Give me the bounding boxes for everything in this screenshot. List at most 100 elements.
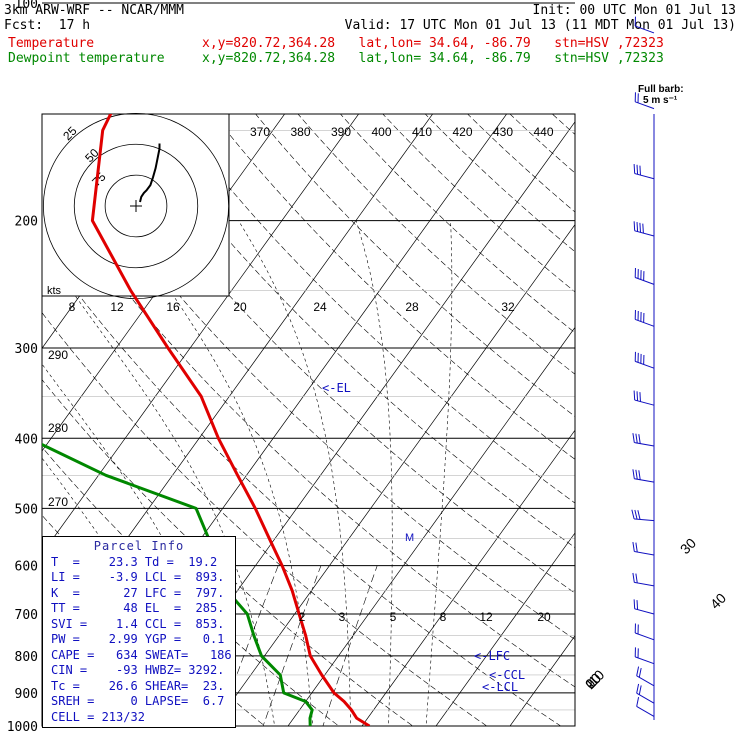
wind-barb-flag [637,648,639,658]
wind-barb-flag [634,509,638,520]
parcel-info-row: SVI = 1.4 CCL = 853. [51,616,225,631]
wind-barb [632,572,655,587]
wind-barb-flag [642,223,644,234]
dry-adiabat-line [42,312,488,726]
dry-adiabat-line [42,178,575,688]
wind-barb-flag [634,623,636,634]
wind-barb-flag [635,469,638,480]
wind-barb [634,16,655,34]
parcel-info-rows: T = 23.3 Td = 19.2 LI = -3.9 LCL = 893. K … [43,555,235,726]
wind-barb [633,599,655,615]
mixing-ratio-label: 20 [537,610,551,624]
wind-barb-flag [632,542,635,552]
dry-adiabat-line [42,245,562,726]
level-ccl-label: <-CCL [489,668,525,682]
wind-barb-flag [634,647,636,657]
wind-barb [636,666,655,687]
wind-barb-staff [634,442,655,447]
wind-barb [634,623,655,641]
wind-barb [633,221,655,237]
wind-barb-staff [635,318,655,327]
theta-e-label: 400 [371,125,391,139]
dry-adiabat-line [339,114,575,334]
wind-barb [633,390,655,406]
theta-e-label: 390 [331,125,351,139]
wind-barb-flag [635,433,638,444]
wind-barb-flag [635,542,638,553]
mixing-ratio-line [262,565,322,726]
parcel-info-row: TT = 48 EL = 285. [51,601,225,615]
temperature-axis-label: 20 [233,300,247,314]
dry-adiabat-line [43,114,575,640]
wind-barb-flag [632,433,635,443]
theta-e-label: 370 [250,125,270,139]
parcel-info-row: PW = 2.99 YGP = 0.1 [51,632,225,646]
wind-barb-staff [634,550,655,556]
wind-barb-flag [637,93,639,103]
wind-barb-flag [638,470,641,480]
pressure-label: 600 [15,560,38,575]
wind-barb [634,647,655,665]
wind-barb-flag [639,165,641,176]
wind-barb-flag [632,469,635,479]
mixing-ratio-label: 5 [390,610,397,624]
parcel-info-row: SREH = 0 LAPSE= 6.7 [51,694,225,708]
wind-barb-flag [643,313,645,323]
hodograph-trace [139,143,161,203]
parcel-info-row: K = 27 LFC = 797. [51,585,225,600]
wind-barb-staff [634,230,655,237]
wind-barb-flag [640,353,642,364]
wind-barb-staff [635,101,655,110]
wind-barb [632,433,655,447]
wind-barb-flag [643,271,645,281]
wind-barb-flag [637,310,639,321]
moist-adiabat-line [238,220,352,726]
wind-barb-flag [634,92,636,102]
pressure-label: 500 [15,502,38,517]
mixing-ratio-label: 8 [440,610,447,624]
wind-barb-staff [636,692,655,704]
wind-barb-flag [639,222,641,233]
moist-adiabat-line [120,220,314,726]
wind-barb-flag [633,164,636,174]
wind-barb [636,697,655,717]
wind-barb-flag [643,354,645,365]
wind-barb-flag [634,268,636,278]
wind-barb-flag [637,269,639,279]
wind-barb-flag [638,685,642,695]
wind-barb-staff [635,360,655,369]
dry-adiabat-label: 280 [48,421,68,435]
model-title: 3km ARW-WRF -- NCAR/MMM [4,3,185,18]
legend-dewpoint-label: Dewpoint temperature [8,51,165,66]
wind-barb [634,92,655,110]
dry-adiabat-label: 270 [48,495,68,509]
wind-barb-staff [635,656,655,665]
dry-adiabat-line [297,114,575,375]
wind-barb [632,469,655,483]
wind-barb-staff [634,518,655,522]
parcel-info-row: CAPE = 634 SWEAT= 186 [51,647,232,662]
pressure-label: 100 [15,0,38,12]
theta-e-label: 380 [290,125,310,139]
wind-barb-staff [634,608,655,615]
temperature-axis-label: 8 [69,300,76,314]
pressure-label: 800 [15,650,38,665]
temperature-axis-label: 24 [313,300,327,314]
wind-barb [632,542,655,556]
hodograph-origin-icon [130,200,142,212]
mixing-ratio-line [322,565,378,726]
moist-adiabat-line [355,220,393,726]
level-lcl-label: <-LCL [482,680,518,694]
wind-barb-flag [636,222,639,232]
wind-barb [636,683,655,704]
isotherm-line [42,114,286,452]
mixing-ratio-label: 12 [479,610,493,624]
isotherm-line [435,532,575,726]
wind-barb-flag [636,600,639,610]
temperature-axis-label: 16 [166,300,180,314]
parcel-info-box: Parcel Info T = 23.3 Td = 19.2 LI = -3.9 … [42,536,236,728]
temperature-axis-label: 32 [501,300,515,314]
wind-barb-staff [634,399,655,406]
wind-barb-flag [634,351,636,362]
temperature-axis-label: 12 [110,300,124,314]
